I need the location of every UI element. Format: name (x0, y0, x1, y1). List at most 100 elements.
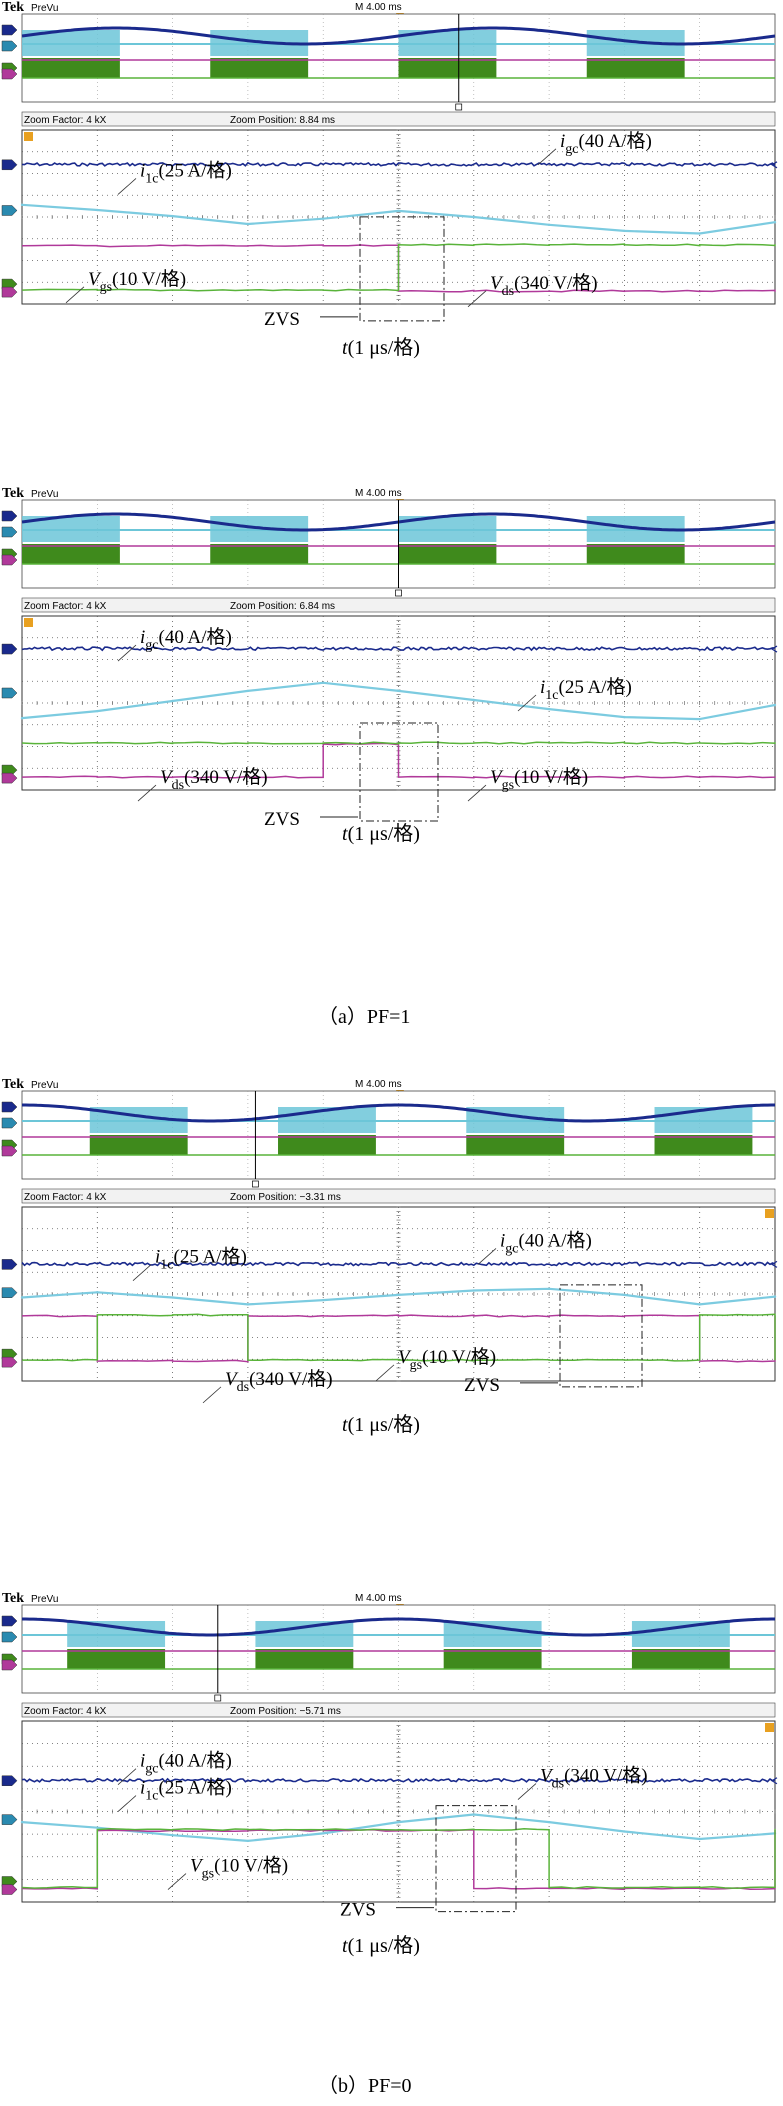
channel-marker-icon (1, 1145, 18, 1157)
x-axis-label-unit: (1 μs/格) (348, 1413, 420, 1436)
series-vgs-line (21, 243, 776, 292)
series-igc-line (21, 1777, 776, 1784)
label-i1c-sub: 1c (160, 1258, 173, 1273)
series-vds-line (21, 1314, 776, 1363)
label-igc: igc(40 A/格) (560, 130, 652, 157)
right-arrow-icon (770, 161, 778, 169)
overview-gate-burst (654, 1135, 753, 1155)
label-leader-i1c (517, 694, 537, 712)
channel-marker-icon (1, 68, 18, 80)
timebase-label: M 4.00 ms (355, 488, 402, 499)
zvs-box (359, 216, 445, 322)
i1c-point (171, 699, 174, 703)
label-igc-base: i (140, 1751, 145, 1772)
channel-marker-icon (1, 526, 18, 538)
overview-gate-burst (586, 58, 685, 78)
i1c-point (773, 221, 777, 224)
label-vgs-base: V (88, 269, 102, 290)
channel-marker-icon (1, 643, 18, 655)
label-vgs-rest: (10 V/格) (422, 1346, 496, 1368)
label-vgs-sub: gs (410, 1358, 422, 1373)
overview-gate-burst (631, 1649, 730, 1669)
tek-label: Tek (2, 0, 24, 15)
prevu-label: PreVu (31, 3, 58, 14)
trigger-corner-icon (24, 132, 33, 141)
i1c-point (322, 217, 325, 220)
i1c-point (246, 1303, 250, 1306)
label-vds-base: V (490, 273, 504, 294)
overview-gate-burst (22, 58, 120, 78)
channel-marker-icon (1, 510, 18, 522)
x-axis-label-unit: (1 μs/格) (348, 822, 420, 845)
label-leader-vgs (167, 1873, 187, 1890)
i1c-point (96, 1826, 99, 1829)
label-igc-rest: (40 A/格) (519, 1229, 592, 1251)
label-vgs-sub: gs (100, 280, 112, 295)
label-leader-i1c (117, 178, 137, 195)
label-igc-sub: gc (145, 638, 158, 653)
x-axis-label-unit: (1 μs/格) (348, 1934, 420, 1957)
label-vgs-base: V (490, 767, 504, 788)
label-i1c: i1c(25 A/格) (155, 1246, 247, 1273)
i1c-point (96, 1291, 99, 1294)
label-leader-igc (117, 644, 137, 662)
right-arrow-icon (770, 1777, 778, 1785)
label-vds-sub: ds (237, 1380, 249, 1395)
timebase-label: M 4.00 ms (355, 1079, 402, 1090)
i1c-point (397, 1820, 400, 1824)
i1c-point (96, 709, 99, 713)
label-i1c-rest: (25 A/格) (174, 1246, 247, 1268)
label-leader-i1c (132, 1264, 152, 1281)
x-axis-label: t(1 μs/格) (342, 1413, 420, 1436)
channel-marker-icon (1, 1259, 18, 1270)
overview-grid-current (22, 1617, 775, 1637)
label-vgs-rest: (10 V/格) (514, 766, 588, 788)
i1c-point (623, 715, 626, 719)
label-igc-base: i (560, 131, 565, 152)
zvs-label: ZVS (264, 309, 300, 330)
timebase-label: M 4.00 ms (355, 1593, 402, 1604)
channel-marker-icon (1, 1884, 18, 1895)
label-i1c-base: i (540, 677, 545, 698)
label-vds: Vds(340 V/格) (160, 766, 268, 793)
channel-marker-icon (1, 1287, 18, 1298)
prevu-label: PreVu (31, 1080, 58, 1091)
overview-gate-burst (586, 544, 685, 564)
i1c-point (397, 209, 400, 213)
channel-marker-icon (1, 1631, 18, 1643)
label-i1c: i1c(25 A/格) (540, 676, 632, 703)
label-igc-sub: gc (505, 1241, 518, 1256)
label-vds-base: V (225, 1369, 239, 1390)
overview-cursor-marker (252, 1180, 259, 1188)
label-leader-vds (202, 1386, 222, 1404)
label-igc-base: i (140, 627, 145, 648)
channel-marker-icon (1, 1775, 18, 1786)
series-vds-line (21, 742, 776, 779)
i1c-point (698, 1837, 701, 1841)
series-igc-line (21, 646, 775, 652)
label-i1c-base: i (155, 1247, 160, 1268)
label-leader-igc (117, 1768, 137, 1786)
zoom-info-bar (21, 111, 776, 127)
right-arrow-icon (770, 645, 778, 653)
label-i1c-rest: (25 A/格) (159, 159, 232, 181)
label-igc-base: i (500, 1230, 505, 1251)
i1c-point (698, 717, 701, 721)
label-vgs: Vgs(10 V/格) (88, 268, 186, 295)
zvs-box (435, 1805, 517, 1913)
label-vds-rest: (340 V/格) (564, 1765, 648, 1787)
i1c-point (171, 1296, 174, 1299)
channel-marker-icon (1, 1659, 18, 1671)
label-vgs-sub: gs (502, 778, 514, 793)
label-i1c-base: i (140, 1778, 145, 1799)
label-leader-igc (537, 148, 557, 166)
i1c-point (322, 1832, 325, 1835)
i1c-point (547, 1287, 551, 1290)
trigger-corner-icon (765, 1209, 774, 1218)
i1c-point (472, 1289, 475, 1292)
trigger-corner-icon (765, 1723, 774, 1732)
zvs-label: ZVS (264, 809, 300, 830)
x-axis-label-var: t (342, 823, 348, 845)
label-vgs: Vgs(10 V/格) (190, 1855, 288, 1882)
